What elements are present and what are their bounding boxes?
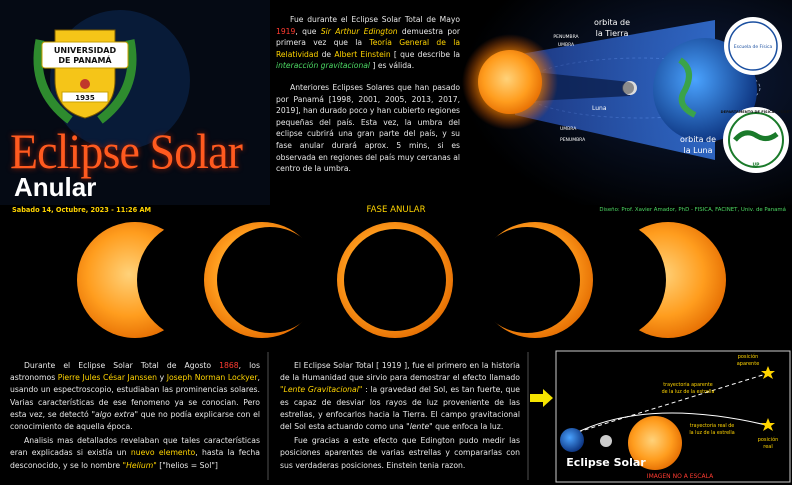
text-run: que enfoca la luz. [433, 422, 504, 431]
paragraph: Anteriores Eclipses Solares que han pasa… [276, 82, 460, 175]
paragraph: Fue durante el Eclipse Solar Total de Ma… [276, 14, 460, 72]
label: UMBRA [560, 126, 577, 132]
eclipse-phases [77, 222, 726, 338]
label-line: UNIVERSIDAD [54, 46, 117, 55]
text-run: Pierre Jules César Janssen [58, 373, 157, 382]
text-run: ["helios = Sol"] [157, 461, 218, 470]
text-run: "Lente Gravitacional" [280, 385, 362, 394]
label-line: orbita de [680, 135, 716, 144]
scale-note: IMAGEN NO A ESCALA [647, 473, 714, 480]
subtitle: Anular [14, 172, 96, 203]
label-line: orbita de [594, 18, 630, 27]
label-line: la Tierra [596, 29, 629, 38]
label-line: la luz de la estrella [689, 430, 734, 436]
poster: UNIVERSIDADDE PANAMÁ 1935 orbita de la Tier… [0, 0, 792, 485]
label: PENUMBRA [553, 34, 579, 40]
text-run: Anteriores Eclipses Solares que han pasa… [276, 83, 460, 173]
sun-phase [610, 222, 726, 338]
text-run: interacción gravitacional [276, 61, 370, 70]
text-run: 1868 [219, 361, 239, 370]
text-run: El Eclipse Solar Total [ 1919 ], fue el … [280, 361, 520, 382]
label-line: posición [738, 353, 759, 360]
sun-phase [204, 222, 320, 338]
paragraph: Analisis mas detallados revelaban que ta… [10, 435, 260, 472]
label: UMBRA [558, 42, 575, 48]
paragraph: El Eclipse Solar Total [ 1919 ], fue el … [280, 360, 520, 433]
text-run: 1919 [276, 27, 295, 36]
department-logo-text: DEPARTAMENTO DE FÍSICA - FCNET [721, 109, 792, 114]
university-year: 1935 [75, 94, 95, 102]
paragraph: Durante el Eclipse Solar Total de Agosto… [10, 360, 260, 433]
text-run: "lente" [406, 422, 433, 431]
text-run: y [157, 373, 167, 382]
text-run: , que [295, 27, 321, 36]
text-run: Albert Einstein [334, 50, 390, 59]
label-line: trayectoria aparente [663, 382, 712, 388]
label-line: real [763, 444, 772, 450]
label-line: posición [758, 436, 779, 443]
label-line: de la luz de la estrella [662, 389, 715, 395]
paragraph: Fue gracias a este efecto que Edington p… [280, 435, 520, 472]
intro-text: Fue durante el Eclipse Solar Total de Ma… [276, 14, 460, 185]
label-line: aparente [737, 361, 760, 367]
department-abbr: UP [753, 162, 761, 168]
credit: Diseño: Prof. Xavier Amador, PhD - FISIC… [599, 207, 786, 213]
school-logo-text: Escuela de Física [734, 43, 773, 50]
text-run: Fue durante el Eclipse Solar Total de Ma… [290, 15, 460, 24]
text-run: de [318, 50, 334, 59]
diagram-title: Eclipse Solar [566, 456, 646, 469]
text-run: "algo extra" [92, 410, 138, 419]
label-line: la Luna [683, 146, 712, 155]
text-run: Durante el Eclipse Solar Total de Agosto [24, 361, 219, 370]
text-run: Sir Arthur Edington [321, 27, 398, 36]
label-line: trayectoria real de [690, 423, 734, 429]
text-run: ] es válida. [370, 61, 414, 70]
text-run: Fue gracias a este efecto que Edington p… [280, 436, 520, 469]
sun-phase [77, 222, 193, 338]
text-run: [ que describe la [391, 50, 460, 59]
label-line: DE PANAMÁ [58, 54, 112, 65]
sun-phase [337, 222, 453, 338]
text-run: "Helium" [123, 461, 157, 470]
label: Luna [592, 105, 607, 112]
text-run: Joseph Norman Lockyer [167, 373, 258, 382]
sun-phase [477, 222, 593, 338]
label: PENUMBRA [560, 137, 586, 143]
text-run: nuevo elemento [131, 448, 195, 457]
history-text: Durante el Eclipse Solar Total de Agosto… [10, 360, 260, 474]
lensing-text: El Eclipse Solar Total [ 1919 ], fue el … [280, 360, 520, 474]
